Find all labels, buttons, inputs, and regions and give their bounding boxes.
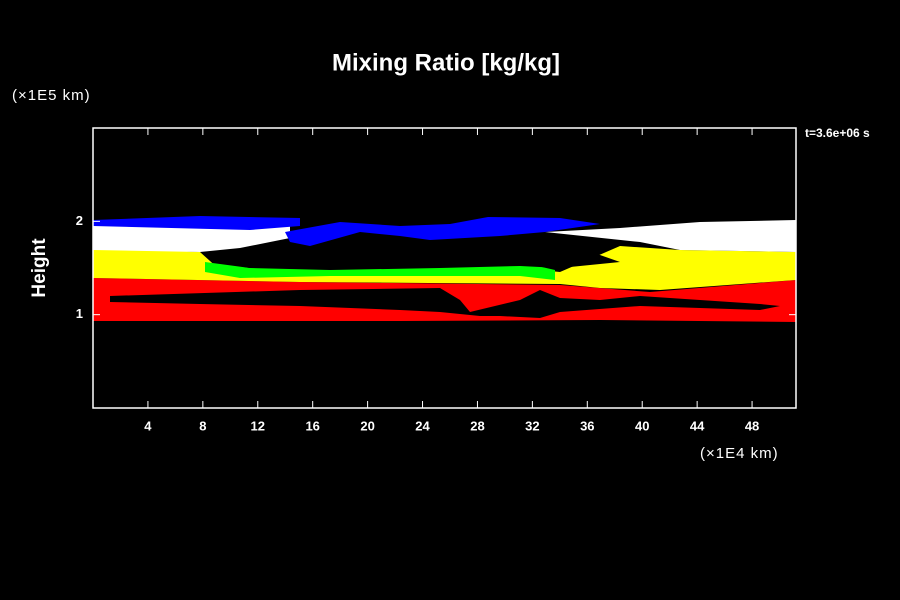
- contour-blue: [93, 216, 300, 230]
- x-tick-label: 16: [305, 418, 319, 433]
- y-axis-title: Height: [29, 238, 50, 298]
- plot-frame: [92, 127, 797, 409]
- x-tick-label: 8: [199, 418, 206, 433]
- x-tick-label: 12: [251, 418, 265, 433]
- y-tick-label: 1: [76, 306, 83, 321]
- x-tick-label: 40: [635, 418, 649, 433]
- x-tick-label: 44: [690, 418, 705, 433]
- x-tick-label: 28: [470, 418, 484, 433]
- contour-blue-mid: [285, 217, 600, 246]
- x-tick-label: 4: [144, 418, 152, 433]
- x-unit: (×1E4 km): [700, 445, 779, 462]
- contour-fill: [93, 216, 796, 322]
- contour-yellow: [93, 246, 796, 290]
- y-unit: (×1E5 km): [12, 87, 91, 104]
- time-annotation: t=3.6e+06 s: [805, 126, 870, 140]
- x-tick-label: 48: [745, 418, 759, 433]
- x-tick-label: 32: [525, 418, 539, 433]
- contour-gap: [110, 288, 780, 318]
- chart-title: Mixing Ratio [kg/kg]: [332, 49, 560, 76]
- x-tick-label: 20: [360, 418, 374, 433]
- contour-core: [215, 240, 620, 270]
- contour-white-right: [545, 220, 796, 252]
- y-tick-label: 2: [76, 213, 83, 228]
- x-tick-label: 24: [415, 418, 430, 433]
- x-tick-label: 36: [580, 418, 594, 433]
